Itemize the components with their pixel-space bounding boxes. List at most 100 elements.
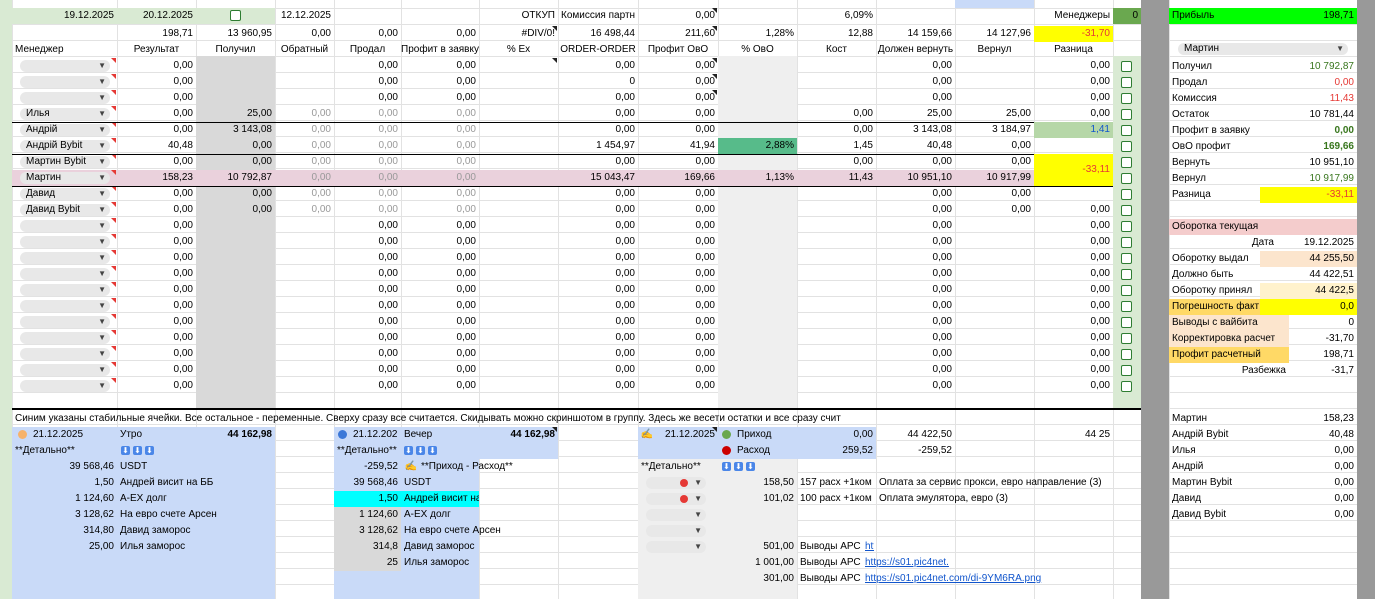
arrow-down-icon[interactable]: ⬇ (734, 462, 743, 471)
data-cell: 0,00 (932, 76, 952, 87)
link-text[interactable]: https://s01.pic4net. (865, 557, 949, 568)
data-cell: 0,00 (695, 300, 715, 311)
manager-dropdown[interactable]: Андрій Bybit ▼ (20, 140, 110, 152)
morning-item-label: USDT (120, 461, 148, 472)
row-checkbox[interactable] (1121, 221, 1132, 232)
row-checkbox[interactable] (1121, 285, 1132, 296)
note-marker-icon (552, 26, 557, 31)
withdrawal-link[interactable]: https://s01.pic4net. (862, 555, 952, 571)
comment-marker-icon (111, 58, 116, 63)
separator-column (1141, 0, 1169, 599)
manager-dropdown[interactable]: Андрій ▼ (20, 124, 110, 136)
commission-label: Комиссия партн (561, 10, 636, 21)
status-dropdown[interactable]: ▼ (646, 509, 706, 521)
arrow-down-icon[interactable]: ⬇ (722, 462, 731, 471)
arrow-down-icon[interactable]: ⬇ (416, 446, 425, 455)
row-checkbox[interactable] (1121, 269, 1132, 280)
arrow-down-icon[interactable]: ⬇ (145, 446, 154, 455)
expense-item-desc: 100 расх +1ком (800, 493, 872, 504)
row-checkbox[interactable] (1121, 77, 1132, 88)
row-checkbox[interactable] (1121, 189, 1132, 200)
arrow-down-icon[interactable]: ⬇ (121, 446, 130, 455)
manager-dropdown[interactable]: Давид Bybit ▼ (20, 204, 110, 216)
row-checkbox[interactable] (1121, 173, 1132, 184)
row-checkbox[interactable] (1121, 381, 1132, 392)
status-dropdown[interactable]: ▼ (646, 541, 706, 553)
row-checkbox[interactable] (1121, 317, 1132, 328)
manager-dropdown[interactable]: ▼ (20, 364, 110, 376)
summary-label: Вернуть (1172, 157, 1211, 168)
dropdown-value: Мартин Bybit (26, 156, 87, 167)
manager-dropdown[interactable]: ▼ (20, 300, 110, 312)
data-cell: 0,00 (311, 108, 331, 119)
manager-dropdown[interactable]: ▼ (20, 348, 110, 360)
manager-dropdown[interactable]: ▼ (20, 332, 110, 344)
manager-dropdown[interactable]: ▼ (20, 268, 110, 280)
status-dropdown[interactable]: ▼ (646, 477, 706, 489)
row-border (12, 186, 1113, 187)
data-cell: 15 043,47 (590, 172, 636, 183)
row-checkbox[interactable] (230, 10, 241, 21)
row-checkbox[interactable] (1121, 61, 1132, 72)
morning-detail: **Детально** (15, 445, 75, 456)
grid-line (12, 0, 13, 599)
manager-dropdown[interactable]: ▼ (20, 252, 110, 264)
expense-total: -259,52 (918, 445, 952, 456)
data-cell: 0,00 (615, 204, 635, 215)
arrow-down-icon[interactable]: ⬇ (746, 462, 755, 471)
row-checkbox[interactable] (1121, 93, 1132, 104)
data-cell: 0,00 (853, 108, 873, 119)
column-header: Получил (215, 44, 256, 55)
data-cell: 0,00 (615, 284, 635, 295)
data-cell: 0,00 (252, 140, 272, 151)
manager-dropdown[interactable]: ▼ (20, 92, 110, 104)
row-checkbox[interactable] (1121, 205, 1132, 216)
evening-item-value: 1 124,60 (334, 507, 401, 523)
manager-dropdown[interactable]: ▼ (20, 236, 110, 248)
withdrawal-link[interactable]: htt (862, 539, 874, 555)
link-text[interactable]: htt (865, 541, 874, 552)
dropdown-value: Мартин (1184, 43, 1220, 54)
manager-dropdown[interactable]: Мартин Bybit ▼ (20, 156, 110, 168)
row-checkbox[interactable] (1121, 365, 1132, 376)
arrow-down-icon[interactable]: ⬇ (404, 446, 413, 455)
ovo-pct-column-fill (718, 56, 797, 408)
manager-dropdown[interactable]: Давид ▼ (20, 188, 110, 200)
row-checkbox[interactable] (1121, 157, 1132, 168)
income-date: 21.12.2025 (664, 429, 715, 440)
row-checkbox[interactable] (1121, 301, 1132, 312)
grid-line (0, 424, 1375, 425)
status-dropdown[interactable]: ▼ (646, 525, 706, 537)
dropdown-value: Давид (26, 188, 56, 199)
manager-dropdown[interactable]: ▼ (20, 316, 110, 328)
manager-dropdown[interactable]: ▼ (20, 220, 110, 232)
oborotka-label: Корректировка расчет (1169, 331, 1289, 347)
row-checkbox[interactable] (1121, 333, 1132, 344)
data-cell: 40,48 (926, 140, 952, 151)
status-dropdown[interactable]: ▼ (646, 493, 706, 505)
data-cell: 0,00 (1090, 236, 1110, 247)
data-cell: 0,00 (378, 220, 398, 231)
arrow-down-icon[interactable]: ⬇ (428, 446, 437, 455)
summary-label: Комиссия (1172, 93, 1217, 104)
row-checkbox[interactable] (1121, 109, 1132, 120)
data-cell: 41,94 (689, 140, 715, 151)
arrow-down-icon[interactable]: ⬇ (133, 446, 142, 455)
data-cell: 0,00 (615, 188, 635, 199)
manager-dropdown[interactable]: Мартин ▼ (20, 172, 110, 184)
manager-dropdown[interactable]: Илья ▼ (20, 108, 110, 120)
manager-dropdown[interactable]: ▼ (20, 284, 110, 296)
row-checkbox[interactable] (1121, 237, 1132, 248)
row-checkbox[interactable] (1121, 141, 1132, 152)
manager-dropdown[interactable]: ▼ (20, 380, 110, 392)
row-checkbox[interactable] (1121, 125, 1132, 136)
manager-dropdown[interactable]: ▼ (20, 60, 110, 72)
withdrawal-link[interactable]: https://s01.pic4net.com/di-9YM6RA.png (862, 571, 1052, 587)
manager-dropdown[interactable]: ▼ (20, 76, 110, 88)
grid-line (0, 56, 1375, 57)
link-text[interactable]: https://s01.pic4net.com/di-9YM6RA.png (865, 573, 1042, 584)
row-checkbox[interactable] (1121, 349, 1132, 360)
data-cell: 0,00 (615, 380, 635, 391)
row-checkbox[interactable] (1121, 253, 1132, 264)
manager-select[interactable]: Мартин ▼ (1178, 43, 1348, 55)
